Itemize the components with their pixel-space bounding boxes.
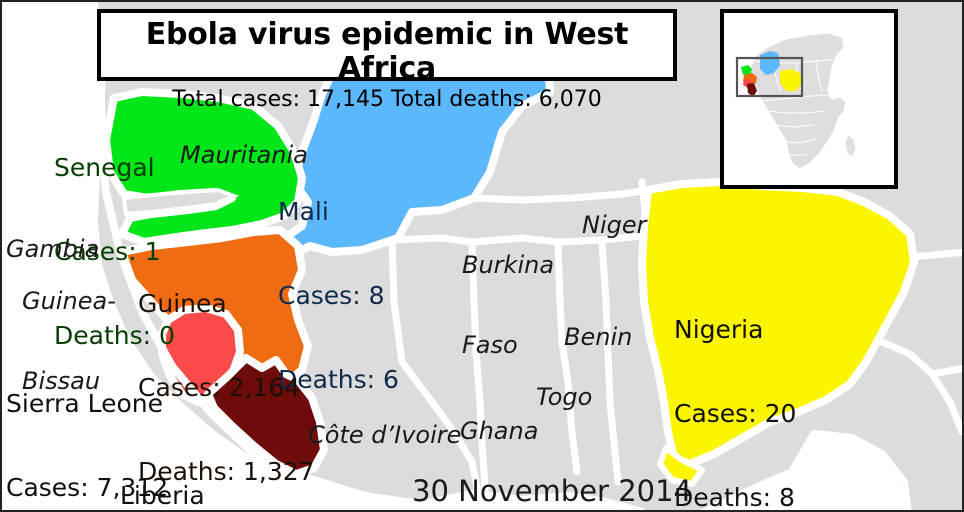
label-guinea-bissau-line1: Guinea-: [22, 286, 116, 315]
label-nigeria-deaths: Deaths: 8: [674, 483, 795, 512]
label-senegal-deaths: Deaths: 0: [54, 321, 175, 350]
label-burkina-faso-line1: Burkina: [462, 250, 555, 279]
label-gambia: Gambia: [6, 182, 99, 316]
label-mali: Mali Cases: 8 Deaths: 6: [278, 142, 399, 450]
label-mauritania: Mauritania: [180, 88, 308, 222]
label-senegal-cases: Cases: 1: [54, 237, 161, 266]
label-gambia-text: Gambia: [6, 234, 100, 263]
label-niger-text: Niger: [582, 210, 647, 239]
label-guinea-bissau: Guinea- Bissau: [22, 234, 116, 449]
label-cameroon: Cameroon: [814, 464, 938, 510]
label-nigeria-cases: Cases: 20: [674, 399, 797, 428]
coastline-outline: [96, 58, 912, 510]
label-benin: Benin: [564, 270, 632, 404]
label-mali-name: Mali: [278, 197, 329, 226]
inset-senegal: [741, 65, 752, 75]
label-nigeria: Nigeria Cases: 20 Deaths: 8: [674, 260, 797, 512]
label-sierra-leone-name: Sierra Leone: [6, 389, 163, 418]
label-ghana-text: Ghana: [460, 416, 539, 445]
label-guinea-name: Guinea: [138, 289, 227, 318]
label-senegal: Senegal Cases: 1 Deaths: 0: [54, 98, 175, 406]
totals-subtitle: Total cases: 17,145 Total deaths: 6,070: [172, 87, 602, 112]
label-mali-deaths: Deaths: 6: [278, 365, 399, 394]
africa-inset-map: [720, 9, 898, 189]
label-senegal-name: Senegal: [54, 153, 155, 182]
label-liberia-name: Liberia: [120, 481, 205, 510]
label-guinea-bissau-line2: Bissau: [22, 367, 101, 396]
label-benin-text: Benin: [564, 322, 633, 351]
label-burkina-faso-line2: Faso: [462, 331, 518, 360]
label-cote-divoire-text: Côte d’Ivoire: [308, 420, 462, 449]
label-guinea: Guinea Cases: 2,164 Deaths: 1,327: [138, 234, 315, 510]
country-nigeria: [638, 178, 918, 468]
page-title: Ebola virus epidemic in West Africa: [145, 17, 629, 86]
date-label: 30 November 2014: [412, 474, 693, 508]
madagascar-shape: [844, 134, 857, 158]
label-nigeria-name: Nigeria: [674, 315, 764, 344]
label-guinea-cases: Cases: 2,164: [138, 373, 301, 402]
nigeria-coast-detail: [657, 445, 705, 487]
gambia-sliver: [121, 187, 240, 217]
inset-nigeria: [780, 69, 802, 91]
label-niger: Niger: [582, 158, 647, 292]
label-guinea-deaths: Deaths: 1,327: [138, 457, 315, 486]
label-ghana: Ghana: [460, 364, 538, 498]
inset-locator-rectangle: [735, 56, 804, 98]
label-mauritania-text: Mauritania: [180, 140, 308, 169]
label-togo-text: Togo: [536, 382, 593, 411]
label-sierra-leone-cases: Cases: 7,312: [6, 473, 169, 502]
inset-liberia: [747, 83, 757, 97]
country-liberia: [204, 354, 328, 478]
label-sierra-leone: Sierra Leone Cases: 7,312 Deaths: 1,583: [6, 334, 183, 510]
label-togo: Togo: [536, 330, 592, 464]
label-liberia: Liberia Cases: 7,635 Deaths: 3,145: [120, 426, 297, 510]
label-mali-cases: Cases: 8: [278, 281, 385, 310]
label-cote-divoire: Côte d’Ivoire: [308, 368, 461, 502]
title-box: Ebola virus epidemic in West Africa Tota…: [97, 9, 677, 112]
label-burkina-faso: Burkina Faso: [462, 198, 554, 413]
